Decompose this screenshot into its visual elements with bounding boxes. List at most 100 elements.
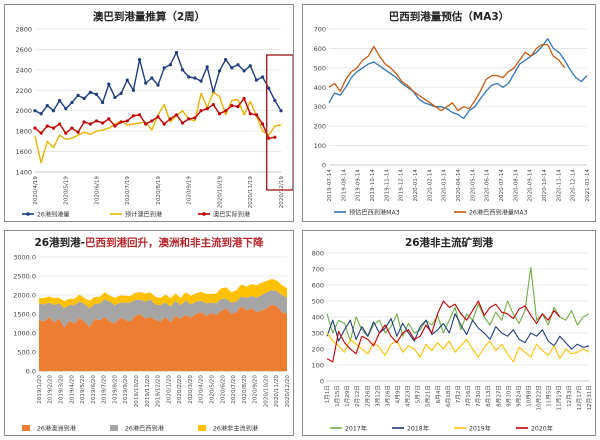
data-point: [101, 121, 105, 125]
x-tick-label: 2019/2/20: [48, 375, 54, 404]
data-point: [279, 109, 283, 113]
x-tick-label: 2月26日: [364, 385, 371, 407]
x-tick-label: 2020/4/20: [199, 375, 205, 404]
series-line: [326, 266, 590, 342]
data-point: [150, 76, 154, 80]
legend-label: 2018年: [407, 425, 429, 433]
x-tick-label: 2020-12-14: [571, 169, 577, 202]
x-tick-label: 2019/8/20: [112, 375, 118, 404]
x-tick-label: 9月10日: [505, 385, 512, 407]
legend-label: 26港巴西到港: [125, 425, 165, 433]
legend-label: 26港非主流到港: [213, 425, 259, 433]
x-tick-label: 2019-12-14: [399, 169, 405, 202]
x-tick-label: 5月7日: [415, 385, 422, 403]
x-tick-label: 2020/4/19: [33, 176, 39, 205]
y-tick-label: 600: [314, 45, 326, 53]
data-point: [162, 66, 166, 70]
chart-26-ports-stacked: 0.0 500.0 1000.0 1500.0 2000.0 2500.0 3000.0 20…: [13, 254, 291, 433]
x-tick-label: 2020/8/20: [242, 375, 248, 404]
chart-title: 26港到港-巴西到港回升，澳洲和非主流到港下降: [5, 235, 293, 250]
x-tick-label: 2020/9/19: [187, 176, 193, 205]
data-point: [39, 131, 43, 135]
y-tick-label: 2500.0: [13, 273, 36, 281]
legend-label: 26港澳洲到港: [37, 425, 77, 433]
x-tick-label: 2020-01-14: [413, 169, 419, 202]
x-tick-label: 2019/9/20: [123, 375, 129, 404]
legend-label: 2020年: [531, 425, 553, 433]
data-point: [82, 96, 86, 101]
x-tick-label: 2020-11-14: [556, 169, 562, 202]
y-tick-label: 400: [314, 84, 326, 92]
data-point: [64, 107, 68, 111]
x-tick-label: 2019-09-14: [356, 169, 362, 202]
chart-title: 巴西到港量预估（MA3）: [388, 11, 510, 23]
x-tick-label: 6月18日: [445, 385, 452, 407]
y-tick-label: 100: [314, 142, 326, 150]
data-point: [88, 122, 92, 126]
y-tick-label: 2400: [15, 66, 32, 74]
data-point: [144, 122, 148, 126]
series-area: [39, 304, 287, 371]
chart-panel-non-mainstream: 26港非主流矿到港 0 100 200 300 400 500 600 700 800 1月1日 1…: [302, 230, 596, 436]
y-tick-label: 2000: [15, 107, 32, 115]
data-point: [82, 120, 86, 124]
data-point: [199, 109, 203, 113]
chart-title: 澳巴到港量推算（2周）: [92, 11, 206, 23]
data-point: [45, 104, 49, 108]
x-tick-label: 1月29日: [344, 385, 351, 407]
x-tick-label: 2020-07-14: [499, 169, 505, 202]
y-tick-label: 2000.0: [13, 292, 36, 300]
data-point: [119, 91, 123, 95]
data-point: [113, 95, 117, 100]
data-point: [181, 68, 185, 72]
data-point: [156, 83, 160, 87]
y-tick-label: 0: [320, 378, 324, 386]
data-point: [187, 75, 191, 79]
data-point: [236, 105, 240, 109]
legend-marker: [202, 212, 206, 216]
x-tick-label: 2020/7/20: [231, 375, 237, 404]
legend-label: 预估巴西到港MA3: [349, 209, 400, 217]
x-tick-label: 4月23日: [405, 385, 412, 407]
y-tick-label: 0.0: [26, 368, 36, 376]
data-point: [205, 65, 209, 69]
x-tick-label: 3月26日: [384, 385, 391, 407]
chart-panel-26-ports-stacked: 26港到港-巴西到港回升，澳洲和非主流到港下降 0.0 500.0 1000.0 15…: [4, 230, 294, 436]
data-point: [193, 116, 197, 120]
data-point: [119, 120, 123, 124]
data-point: [137, 113, 142, 117]
x-tick-label: 2020/9/20: [253, 375, 259, 404]
x-tick-label: 12月17日: [576, 385, 583, 410]
legend-swatch: [110, 425, 118, 431]
x-tick-label: 2020-05-14: [470, 169, 476, 202]
x-tick-label: 2020-10-14: [542, 169, 548, 202]
data-point: [131, 114, 135, 118]
data-point: [58, 98, 62, 103]
x-tick-label: 2019/11/20: [145, 375, 151, 408]
x-tick-label: 2020/6/19: [94, 176, 100, 205]
data-point: [162, 122, 166, 126]
data-point: [224, 58, 228, 62]
x-tick-label: 2020/12/19: [279, 176, 285, 209]
x-tick-label: 2月12日: [354, 385, 361, 407]
data-point: [94, 119, 99, 123]
x-tick-label: 2020/10/19: [217, 176, 223, 209]
y-tick-label: 400: [312, 314, 324, 322]
y-tick-label: 700: [312, 266, 324, 274]
legend-label: 预计澳巴到港: [125, 211, 163, 219]
data-point: [168, 117, 172, 121]
x-tick-label: 2019/1/20: [37, 375, 43, 404]
x-tick-label: 10月22日: [536, 385, 543, 410]
y-tick-label: 1800: [15, 128, 32, 136]
data-point: [211, 102, 215, 107]
x-tick-label: 8月13日: [485, 385, 492, 407]
y-tick-label: 600: [312, 282, 324, 290]
data-point: [94, 92, 99, 96]
y-tick-label: 1400: [15, 169, 32, 177]
y-tick-label: 700: [314, 26, 326, 34]
data-point: [267, 136, 271, 140]
y-tick-label: 1000.0: [13, 330, 36, 338]
data-point: [236, 63, 240, 67]
series-area: [39, 290, 287, 328]
